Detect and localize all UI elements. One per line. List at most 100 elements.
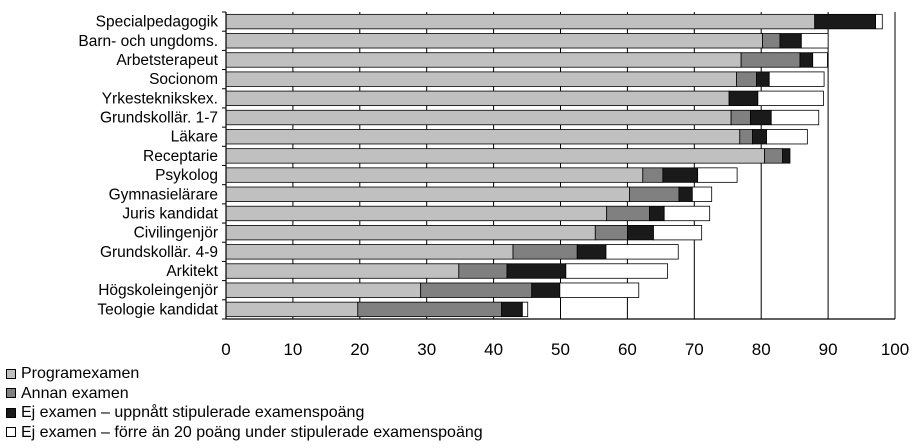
category-label: Receptarie — [143, 148, 218, 165]
bar-segment — [226, 53, 741, 68]
x-tick-label: 40 — [484, 340, 503, 359]
bar-segment — [767, 129, 808, 144]
legend-label: Ej examen – uppnått stipulerade examensp… — [21, 403, 364, 422]
bar-segment — [226, 110, 731, 125]
bar-segment — [226, 225, 595, 240]
legend-swatch — [6, 427, 16, 437]
category-label: Specialpedagogik — [96, 14, 219, 31]
legend-label: Ej examen – förre än 20 poäng under stip… — [21, 423, 483, 442]
category-label: Civilingenjör — [134, 225, 218, 242]
bar-segment — [753, 129, 767, 144]
bar-segment — [226, 245, 513, 260]
legend-item: Programexamen — [6, 364, 483, 384]
bar-segment — [421, 283, 532, 298]
bar-segment — [750, 110, 771, 125]
bar-segment — [226, 129, 740, 144]
bar-segment — [226, 91, 729, 106]
bar-segment — [758, 91, 824, 106]
x-tick-labels: 0 10 20 30 40 50 60 70 80 90 100 — [221, 340, 909, 359]
bar-segment — [627, 225, 653, 240]
bar-segment — [876, 14, 883, 29]
bar-segment — [801, 34, 828, 49]
category-label: Juris kandidat — [122, 205, 218, 222]
legend-item: Ej examen – förre än 20 poäng under stip… — [6, 423, 483, 443]
x-tick-label: 10 — [283, 340, 302, 359]
bar-segment — [226, 283, 421, 298]
legend-label: Annan examen — [21, 384, 129, 403]
bar-segment — [607, 206, 650, 221]
category-label: Socionom — [149, 71, 218, 88]
bar-segment — [815, 14, 876, 29]
legend-label: Programexamen — [21, 364, 139, 383]
bar-segment — [226, 302, 358, 317]
bar-segment — [507, 264, 566, 279]
bar-segment — [566, 264, 668, 279]
bar-segment — [780, 34, 801, 49]
legend: Programexamen Annan examen Ej examen – upp… — [6, 364, 483, 442]
bar-segment — [736, 72, 756, 87]
bar-segment — [692, 187, 711, 202]
bar-segment — [226, 34, 763, 49]
bar-segment — [813, 53, 828, 68]
bar-segment — [731, 110, 750, 125]
bar-segment — [769, 72, 824, 87]
bar-segment — [226, 149, 765, 164]
category-label: Psykolog — [155, 167, 218, 184]
category-label: Arbetsterapeut — [116, 52, 218, 69]
bar-segment — [763, 34, 780, 49]
bar-segment — [664, 206, 709, 221]
x-tick-label: 90 — [819, 340, 838, 359]
bar-segment — [629, 187, 679, 202]
category-labels: Specialpedagogik Barn- och ungdoms. Arbets… — [78, 14, 218, 319]
bar-segment — [783, 149, 790, 164]
bar-segment — [765, 149, 783, 164]
bar-segment — [502, 302, 523, 317]
legend-swatch — [6, 369, 16, 379]
legend-item: Ej examen – uppnått stipulerade examensp… — [6, 403, 483, 423]
category-label: Teologie kandidat — [97, 301, 218, 318]
bar-segment — [226, 187, 629, 202]
x-tick-label: 0 — [221, 340, 230, 359]
category-label: Grundskollär. 1-7 — [100, 110, 218, 127]
bar-segment — [679, 187, 692, 202]
bar-segment — [226, 72, 736, 87]
bar-segment — [698, 168, 737, 183]
bar-segment — [226, 206, 607, 221]
bar-segment — [663, 168, 698, 183]
bar-segment — [226, 14, 815, 29]
category-label: Yrkesteknikskex. — [102, 90, 218, 107]
bar-segment — [606, 245, 678, 260]
bar-segment — [649, 206, 664, 221]
bar-segment — [595, 225, 627, 240]
bar-segment — [358, 302, 502, 317]
x-tick-label: 60 — [618, 340, 637, 359]
legend-item: Annan examen — [6, 384, 483, 404]
bar-segment — [740, 129, 753, 144]
bar-segment — [226, 168, 643, 183]
category-label: Grundskollär. 4-9 — [100, 244, 218, 261]
category-label: Högskoleingenjör — [98, 282, 218, 299]
x-tick-label: 30 — [417, 340, 436, 359]
bar-segment — [522, 302, 527, 317]
category-label: Gymnasielärare — [109, 186, 218, 203]
bar-segment — [741, 53, 800, 68]
category-label: Arkitekt — [166, 263, 218, 280]
bar-segment — [577, 245, 606, 260]
legend-swatch — [6, 408, 16, 418]
category-label: Barn- och ungdoms. — [78, 33, 218, 50]
bar-segment — [800, 53, 813, 68]
x-tick-label: 70 — [685, 340, 704, 359]
bar-segment — [771, 110, 818, 125]
bar-segment — [643, 168, 663, 183]
x-tick-label: 80 — [752, 340, 771, 359]
bar-segment — [560, 283, 639, 298]
bar-segment — [532, 283, 560, 298]
bar-segment — [513, 245, 577, 260]
bar-segment — [729, 91, 758, 106]
bar-segment — [757, 72, 770, 87]
bar-segment — [459, 264, 507, 279]
x-tick-label: 100 — [881, 340, 909, 359]
bar-segment — [653, 225, 701, 240]
bars — [226, 14, 882, 316]
legend-swatch — [6, 388, 16, 398]
